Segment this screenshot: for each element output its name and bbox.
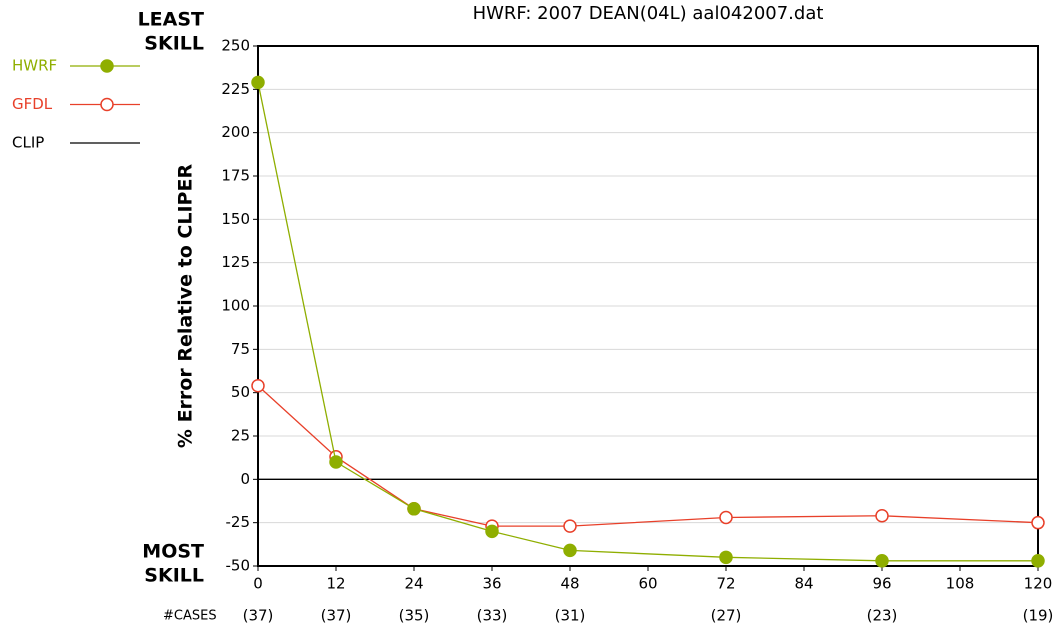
y-tick-label: -50 <box>226 557 251 575</box>
cases-count: (23) <box>867 607 898 625</box>
data-point <box>719 550 733 565</box>
data-point <box>251 75 265 90</box>
series-line <box>257 385 1039 527</box>
x-tick-label: 60 <box>638 575 657 593</box>
cases-count: (37) <box>321 607 352 625</box>
chart-title: HWRF: 2007 DEAN(04L) aal042007.dat <box>473 3 824 24</box>
plot-frame <box>257 45 1039 567</box>
data-point <box>329 455 343 469</box>
cases-count: (37) <box>243 607 274 625</box>
y-axis-label: % Error Relative to CLIPER <box>175 164 197 449</box>
y-tick-label: -25 <box>226 513 251 531</box>
x-tick-label: 72 <box>716 575 735 593</box>
y-tick-label: 25 <box>231 427 250 445</box>
data-point <box>1031 554 1045 568</box>
data-point <box>875 508 889 523</box>
legend-label: GFDL <box>12 95 53 113</box>
cases-count: (33) <box>477 607 508 625</box>
y-tick-label: 75 <box>231 340 250 358</box>
annotation: SKILL <box>144 565 204 587</box>
y-tick-label: 125 <box>221 253 250 271</box>
x-tick-label: 12 <box>326 575 345 593</box>
legend-label: HWRF <box>12 57 57 75</box>
annotation: SKILL <box>144 33 204 55</box>
y-tick-label: 200 <box>221 123 250 141</box>
y-tick-label: 225 <box>221 80 250 98</box>
cases-label: #CASES <box>163 609 217 624</box>
data-point <box>563 519 577 533</box>
cases-count: (27) <box>711 607 742 625</box>
y-tick-label: 50 <box>231 383 250 401</box>
data-point <box>1031 515 1045 530</box>
cases-count: (35) <box>399 607 430 625</box>
cases-count: (31) <box>555 607 586 625</box>
annotation: LEAST <box>138 9 204 31</box>
x-tick-label: 84 <box>794 575 813 593</box>
x-tick-label: 120 <box>1024 575 1053 593</box>
data-point <box>719 510 733 525</box>
series-line <box>257 82 1038 562</box>
y-tick-label: 175 <box>221 167 250 185</box>
y-tick-label: 150 <box>221 210 250 228</box>
data-point <box>251 378 265 393</box>
x-tick-label: 24 <box>404 575 423 593</box>
x-tick-label: 48 <box>560 575 579 593</box>
data-point <box>407 502 421 516</box>
y-tick-label: 250 <box>221 37 250 55</box>
data-point <box>485 524 499 539</box>
x-tick-label: 36 <box>482 575 501 593</box>
y-tick-label: 100 <box>221 297 250 315</box>
data-point <box>875 554 889 568</box>
y-tick-label: 0 <box>240 470 250 488</box>
data-point <box>563 543 577 558</box>
legend-marker <box>100 97 114 112</box>
legend-marker <box>100 59 114 73</box>
x-tick-label: 0 <box>253 575 263 593</box>
cases-count: (19) <box>1023 607 1054 625</box>
x-tick-label: 108 <box>946 575 975 593</box>
legend-label: CLIP <box>12 134 44 152</box>
annotation: MOST <box>142 541 204 563</box>
x-tick-label: 96 <box>872 575 891 593</box>
